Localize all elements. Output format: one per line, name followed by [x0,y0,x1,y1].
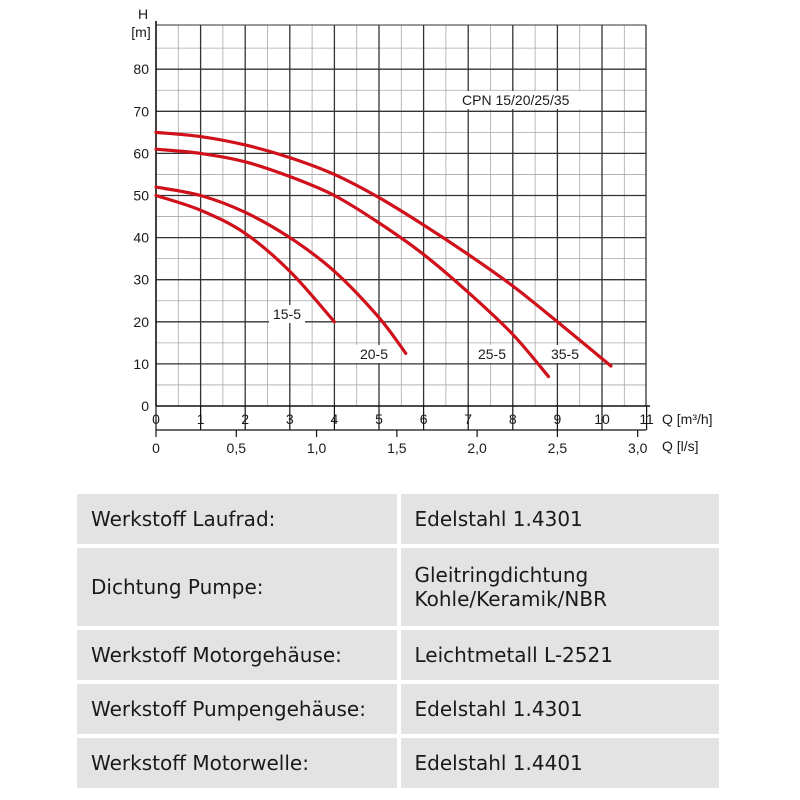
pump-curve-25-5 [154,147,551,379]
value-line: Gleitringdichtung [414,563,589,587]
value-line: Kohle/Keramik/NBR [414,587,607,611]
y-tick-label: 60 [133,145,149,161]
x-tick-label: 0 [152,411,160,427]
property-value: Edelstahl 1.4401 [400,738,719,788]
annotation-bg [458,91,584,109]
pump-curve-35-5 [154,130,613,368]
y-axis-label: H [138,6,148,22]
secondary-x-tick-label: 0 [152,440,160,456]
secondary-x-axis-label: Q [l/s] [662,438,699,454]
pump-curve-15-5 [154,193,336,324]
series-label: 15-5 [273,306,301,322]
property-label: Werkstoff Motorgehäuse: [77,630,397,680]
series-label-bg [474,345,510,363]
x-tick-label: 10 [594,411,610,427]
series-label: 20-5 [360,346,388,362]
property-label: Werkstoff Motorwelle: [77,738,397,788]
x-tick-label: 3 [286,411,294,427]
y-tick-label: 20 [133,314,149,330]
property-value: Edelstahl 1.4301 [400,684,719,734]
y-tick-label: 50 [133,188,149,204]
series-label-bg [547,345,583,363]
table-row: Dichtung Pumpe: Gleitringdichtung Kohle/K… [77,548,719,626]
property-value: Edelstahl 1.4301 [400,494,719,544]
table-row: Werkstoff Motorgehäuse: Leichtmetall L-2… [77,630,719,680]
secondary-x-tick-label: 3,0 [628,440,648,456]
secondary-x-tick-label: 1,5 [387,440,407,456]
secondary-x-tick-label: 2,5 [548,440,568,456]
table-row: Werkstoff Pumpengehäuse: Edelstahl 1.430… [77,684,719,734]
secondary-x-tick-label: 0,5 [227,440,247,456]
y-tick-label: 10 [133,356,149,372]
x-tick-label: 1 [197,411,205,427]
secondary-x-tick-label: 2,0 [467,440,487,456]
chart-annotation: CPN 15/20/25/35 [462,92,570,108]
series-label: 35-5 [551,346,579,362]
x-tick-label: 8 [509,411,517,427]
x-tick-label: 7 [464,411,472,427]
pump-curve-20-5 [154,185,408,355]
y-tick-label: 0 [141,398,149,414]
x-tick-label: 6 [420,411,428,427]
property-label: Dichtung Pumpe: [77,548,397,626]
property-value: Leichtmetall L-2521 [400,630,719,680]
y-axis-unit: [m] [131,24,150,40]
x-tick-label: 4 [331,411,339,427]
y-tick-label: 40 [133,230,149,246]
secondary-x-tick-label: 1,0 [307,440,327,456]
x-tick-label: 2 [241,411,249,427]
x-tick-label: 11 [639,411,654,427]
x-tick-label: 9 [554,411,562,427]
table-row: Werkstoff Laufrad: Edelstahl 1.4301 [77,494,719,544]
x-axis-label: Q [m³/h] [662,411,713,427]
y-tick-label: 30 [133,272,149,288]
x-tick-label: 5 [375,411,383,427]
property-label: Werkstoff Laufrad: [77,494,397,544]
spec-table: Werkstoff Laufrad: Edelstahl 1.4301 Dich… [73,490,723,792]
property-label: Werkstoff Pumpengehäuse: [77,684,397,734]
property-value: Gleitringdichtung Kohle/Keramik/NBR [400,548,719,626]
y-tick-label: 70 [133,103,149,119]
grid [156,24,647,406]
series-label-bg [269,305,305,323]
y-tick-label: 80 [133,61,149,77]
series-label: 25-5 [478,346,506,362]
table-row: Werkstoff Motorwelle: Edelstahl 1.4401 [77,738,719,788]
pump-curve-chart: 0 10 20 30 40 50 60 70 80 H [m] 0 1 2 3 4 5 6 7 8 9 10 11 Q [m³… [131,6,713,456]
series-label-bg [356,345,392,363]
